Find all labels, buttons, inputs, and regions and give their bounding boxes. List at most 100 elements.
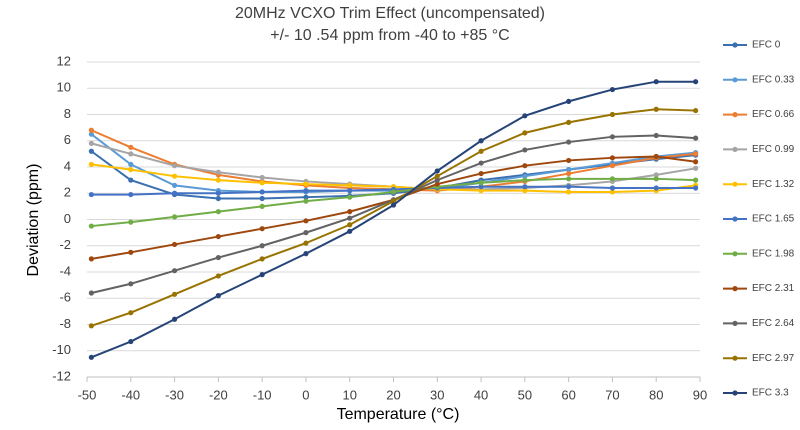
data-point [522,177,528,183]
legend: EFC 0 EFC 0.33 EFC 0.66 EFC 0.99 EFC 1.32 EFC… [723,40,795,399]
data-point [653,132,659,139]
data-point [434,177,440,183]
data-point [653,153,659,160]
data-point [215,233,221,240]
y-tick-label: 10 [57,80,71,95]
data-point [566,184,572,190]
y-tick-label: -6 [59,290,71,305]
data-point [478,184,484,190]
data-point [128,281,134,287]
x-tick-label: 60 [561,387,575,402]
y-tick-label: 2 [64,185,71,200]
data-point [215,169,221,175]
legend-label: EFC 2.64 [752,318,795,329]
y-tick-label: 6 [64,132,71,147]
data-point [88,148,94,154]
x-tick-label: 80 [649,387,663,402]
y-tick-label: 8 [64,106,71,121]
data-point [303,251,309,257]
data-point [434,181,440,187]
data-point [693,177,699,183]
x-tick-label: 90 [693,387,707,402]
legend-marker [732,42,738,48]
data-point [128,177,134,183]
x-tick-label: -20 [209,387,228,402]
data-point [259,180,265,186]
data-point [609,155,616,161]
data-point [128,167,134,173]
legend-marker [732,390,738,396]
data-point [171,268,178,274]
data-point [215,195,221,202]
x-axis-label: Temperature (°C) [337,406,460,423]
data-point [259,174,265,181]
data-point [347,182,353,188]
legend-label: EFC 1.98 [752,248,795,259]
legend-marker [732,251,738,257]
data-point [566,139,572,145]
data-point [215,190,221,196]
data-point [215,254,221,261]
data-point [259,243,265,249]
legend-marker [732,320,738,326]
data-point [215,293,221,299]
data-point [609,185,616,191]
legend-marker [732,181,738,187]
legend-label: EFC 0.33 [752,74,795,85]
legend-marker [732,112,738,118]
data-point [303,218,309,224]
data-point [171,291,178,297]
y-axis-label: Deviation (ppm) [25,164,42,277]
data-point [303,240,309,246]
data-point [128,151,134,157]
data-point [88,191,94,198]
data-point [215,177,221,183]
data-point [88,161,94,167]
data-point [303,181,309,187]
data-point [215,273,221,279]
data-point [390,189,397,195]
data-point [566,176,572,182]
y-tick-label: -4 [59,263,71,278]
data-point [653,79,659,85]
legend-label: EFC 1.65 [752,214,795,225]
data-point [171,241,178,248]
data-point [566,189,572,195]
data-point [390,198,397,204]
series-line [91,155,696,260]
data-point [609,163,616,169]
data-point [88,290,94,296]
data-point [653,106,659,112]
x-tick-label: 30 [430,387,444,402]
series-line [90,133,696,193]
data-point [693,107,699,114]
data-point [522,173,528,179]
x-tick-label: 10 [342,387,356,402]
data-point [522,188,528,194]
data-point [171,316,178,322]
data-point [259,195,265,202]
y-tick-label: 4 [64,158,71,173]
data-point [566,157,572,164]
data-point [653,172,659,178]
data-point [693,79,699,85]
chart-title: 20MHz VCXO Trim Effect (uncompensated) [235,5,545,22]
data-point [88,140,94,146]
legend-label: EFC 0.99 [752,144,795,155]
x-tick-label: 70 [605,387,619,402]
data-point [259,226,265,232]
data-point [478,170,484,177]
legend-marker [732,77,738,83]
x-tick-label: -50 [78,387,97,402]
y-tick-label: -2 [59,237,71,252]
y-tick-label: -8 [59,316,71,331]
data-point [259,203,265,209]
data-point [522,130,528,136]
data-point [303,194,309,200]
data-point [566,167,572,173]
data-point [566,98,572,104]
legend-label: EFC 2.31 [752,283,795,294]
data-point [128,161,134,167]
data-point [390,202,397,208]
data-point [609,134,616,140]
